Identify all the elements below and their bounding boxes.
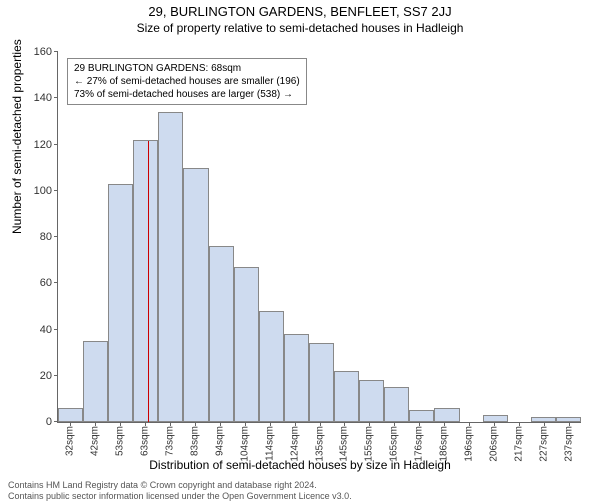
x-tick-mark — [519, 422, 520, 426]
x-tick-mark — [494, 422, 495, 426]
x-tick-label: 135sqm — [314, 422, 325, 462]
y-tick-mark — [54, 421, 58, 422]
bar — [234, 267, 259, 422]
x-tick-mark — [95, 422, 96, 426]
y-tick-mark — [54, 51, 58, 52]
bar — [284, 334, 309, 422]
y-tick-mark — [54, 190, 58, 191]
x-tick-label: 155sqm — [364, 422, 375, 462]
x-tick-label: 63sqm — [140, 422, 151, 456]
x-tick-mark — [245, 422, 246, 426]
bar — [409, 410, 434, 422]
x-tick-label: 176sqm — [414, 422, 425, 462]
y-tick-label: 140 — [34, 92, 58, 104]
y-tick-label: 0 — [46, 416, 58, 428]
x-tick-label: 53sqm — [115, 422, 126, 456]
y-tick-mark — [54, 282, 58, 283]
x-tick-mark — [344, 422, 345, 426]
x-tick-label: 104sqm — [239, 422, 250, 462]
info-line-3: 73% of semi-detached houses are larger (… — [74, 88, 300, 101]
x-tick-label: 42sqm — [90, 422, 101, 456]
bar — [359, 380, 384, 422]
footer: Contains HM Land Registry data © Crown c… — [8, 480, 352, 502]
x-tick-mark — [220, 422, 221, 426]
x-tick-label: 196sqm — [463, 422, 474, 462]
x-tick-mark — [145, 422, 146, 426]
x-tick-label: 124sqm — [289, 422, 300, 462]
x-tick-label: 217sqm — [513, 422, 524, 462]
footer-line-1: Contains HM Land Registry data © Crown c… — [8, 480, 352, 491]
info-line-1: 29 BURLINGTON GARDENS: 68sqm — [74, 62, 300, 75]
x-tick-mark — [195, 422, 196, 426]
x-tick-mark — [569, 422, 570, 426]
x-tick-label: 237sqm — [563, 422, 574, 462]
x-tick-mark — [394, 422, 395, 426]
bar — [83, 341, 108, 422]
y-tick-label: 20 — [40, 370, 58, 382]
bar — [209, 246, 234, 422]
bar — [58, 408, 83, 422]
x-tick-mark — [469, 422, 470, 426]
y-tick-label: 80 — [40, 231, 58, 243]
y-tick-mark — [54, 144, 58, 145]
x-tick-label: 94sqm — [214, 422, 225, 456]
bar — [434, 408, 459, 422]
bar — [133, 140, 158, 422]
y-tick-mark — [54, 97, 58, 98]
y-tick-label: 100 — [34, 185, 58, 197]
bar — [384, 387, 409, 422]
y-tick-label: 160 — [34, 46, 58, 58]
x-tick-label: 73sqm — [165, 422, 176, 456]
x-tick-mark — [120, 422, 121, 426]
info-line-2: ← 27% of semi-detached houses are smalle… — [74, 75, 300, 88]
y-tick-label: 40 — [40, 324, 58, 336]
x-tick-mark — [444, 422, 445, 426]
x-tick-mark — [70, 422, 71, 426]
bar — [108, 184, 133, 422]
x-axis-label: Distribution of semi-detached houses by … — [0, 458, 600, 472]
x-tick-mark — [419, 422, 420, 426]
y-tick-mark — [54, 329, 58, 330]
x-tick-label: 227sqm — [538, 422, 549, 462]
x-tick-label: 186sqm — [439, 422, 450, 462]
page-title: 29, BURLINGTON GARDENS, BENFLEET, SS7 2J… — [0, 4, 600, 19]
marker-line — [148, 141, 149, 422]
x-tick-label: 32sqm — [65, 422, 76, 456]
y-axis-label: Number of semi-detached properties — [10, 39, 24, 234]
x-tick-label: 206sqm — [488, 422, 499, 462]
y-tick-mark — [54, 375, 58, 376]
bar — [183, 168, 208, 422]
x-tick-label: 83sqm — [189, 422, 200, 456]
bar — [483, 415, 508, 422]
x-tick-mark — [369, 422, 370, 426]
x-tick-label: 165sqm — [389, 422, 400, 462]
info-box: 29 BURLINGTON GARDENS: 68sqm ← 27% of se… — [67, 58, 307, 105]
x-tick-mark — [320, 422, 321, 426]
bar — [334, 371, 359, 422]
bars-container — [58, 52, 581, 422]
y-tick-mark — [54, 236, 58, 237]
chart-area: 020406080100120140160 32sqm42sqm53sqm63s… — [57, 52, 581, 423]
y-tick-label: 120 — [34, 139, 58, 151]
x-tick-label: 114sqm — [264, 422, 275, 461]
x-tick-mark — [544, 422, 545, 426]
bar — [309, 343, 334, 422]
y-tick-label: 60 — [40, 277, 58, 289]
x-tick-mark — [270, 422, 271, 426]
footer-line-2: Contains public sector information licen… — [8, 491, 352, 502]
x-tick-label: 145sqm — [339, 422, 350, 462]
x-tick-mark — [295, 422, 296, 426]
x-tick-mark — [170, 422, 171, 426]
bar — [158, 112, 183, 422]
page-subtitle: Size of property relative to semi-detach… — [0, 21, 600, 35]
bar — [259, 311, 284, 422]
